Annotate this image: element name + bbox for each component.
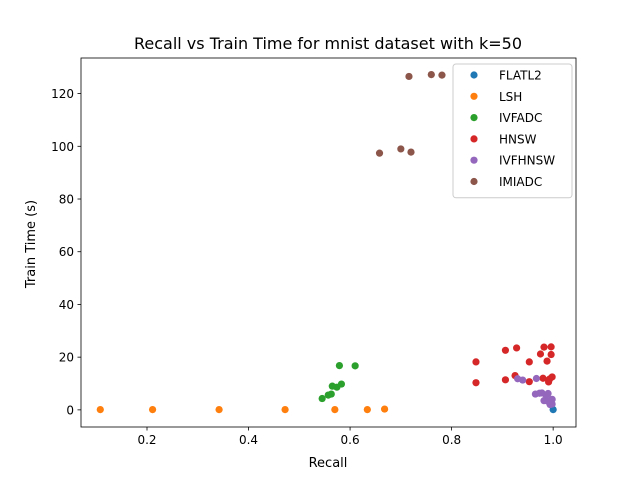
data-point-hnsw <box>539 374 547 382</box>
legend-item-imiadc: IMIADC <box>470 175 542 189</box>
data-point-hnsw <box>501 346 510 354</box>
legend-marker <box>470 71 478 79</box>
data-point-ivfadc <box>335 361 344 370</box>
legend-label: LSH <box>499 90 522 104</box>
data-point-hnsw <box>543 357 551 365</box>
x-tick-label: 0.8 <box>442 433 461 447</box>
x-axis-label: Recall <box>309 456 348 471</box>
legend-box <box>452 63 573 199</box>
data-point-ivfadc <box>337 380 346 388</box>
legend-marker <box>470 177 478 186</box>
legend-marker <box>470 135 478 143</box>
series-hnsw <box>472 343 556 387</box>
series-ivfadc <box>318 361 359 403</box>
legend-item-ivfadc: IVFADC <box>470 111 542 125</box>
legend-marker <box>470 156 478 164</box>
y-tick-label: 20 <box>59 351 74 365</box>
data-point-hnsw <box>540 343 548 351</box>
data-point-lsh <box>281 406 289 414</box>
data-point-lsh <box>148 406 157 414</box>
data-point-imiadc <box>438 71 446 79</box>
data-point-imiadc <box>427 71 435 79</box>
data-point-hnsw <box>513 344 521 352</box>
legend-marker <box>470 92 478 100</box>
data-point-ivfhnsw <box>519 376 527 384</box>
y-axis-label: Train Time (s) <box>24 200 39 289</box>
data-point-lsh <box>331 406 339 414</box>
legend-marker <box>470 114 478 122</box>
data-point-lsh <box>363 406 371 414</box>
data-point-ivfhnsw <box>548 395 556 403</box>
x-tick-label: 0.2 <box>137 433 156 447</box>
data-point-hnsw <box>472 379 480 387</box>
y-tick-label: 40 <box>59 298 74 312</box>
legend-item-hnsw: HNSW <box>470 132 537 146</box>
legend-label: IVFADC <box>499 111 542 125</box>
series-lsh <box>96 405 389 414</box>
legend-label: FLATL2 <box>499 69 542 83</box>
data-point-hnsw <box>525 378 533 386</box>
x-tick-label: 0.4 <box>239 433 258 447</box>
axes-frame <box>80 57 577 428</box>
legend-label: IMIADC <box>499 175 542 189</box>
data-point-hnsw <box>501 376 510 384</box>
data-point-imiadc <box>397 145 405 153</box>
data-point-ivfadc <box>327 390 335 398</box>
series-imiadc <box>375 71 446 157</box>
data-point-ivfadc <box>318 394 326 403</box>
chart-title: Recall vs Train Time for mnist dataset w… <box>134 34 522 53</box>
data-point-imiadc <box>407 148 415 156</box>
legend: FLATL2 LSH IVFADC HNSW IVFHNSW IMIADC <box>452 63 573 199</box>
data-point-imiadc <box>375 149 384 157</box>
data-point-hnsw <box>548 373 556 381</box>
x-tick-label: 0.6 <box>341 433 360 447</box>
y-tick-label: 0 <box>66 403 74 417</box>
data-point-ivfadc <box>351 362 359 370</box>
y-tick-label: 120 <box>51 87 74 101</box>
data-point-ivfhnsw <box>544 389 552 398</box>
data-point-hnsw <box>525 358 533 366</box>
legend-label: IVFHNSW <box>499 154 555 168</box>
legend-item-ivfhnsw: IVFHNSW <box>470 154 555 168</box>
legend-item-flatl2: FLATL2 <box>470 69 542 83</box>
data-point-hnsw <box>472 358 480 366</box>
data-point-lsh <box>215 406 223 414</box>
y-tick-label: 80 <box>59 193 74 207</box>
legend-item-lsh: LSH <box>470 90 522 104</box>
data-point-imiadc <box>405 72 413 81</box>
data-point-ivfhnsw <box>532 374 541 383</box>
plot-area: 0.2 0.4 0.6 0.8 1.0 0 20 40 60 80 100 120 <box>51 57 577 447</box>
y-tick-label: 60 <box>59 245 74 259</box>
legend-label: HNSW <box>499 132 537 146</box>
x-tick-label: 1.0 <box>544 433 563 447</box>
data-point-lsh <box>381 405 389 413</box>
data-point-hnsw <box>536 350 545 358</box>
y-tick-label: 100 <box>51 140 74 154</box>
data-point-hnsw <box>547 350 555 359</box>
data-point-hnsw <box>547 343 555 351</box>
series-ivfhnsw <box>514 374 556 409</box>
data-point-lsh <box>96 406 104 414</box>
